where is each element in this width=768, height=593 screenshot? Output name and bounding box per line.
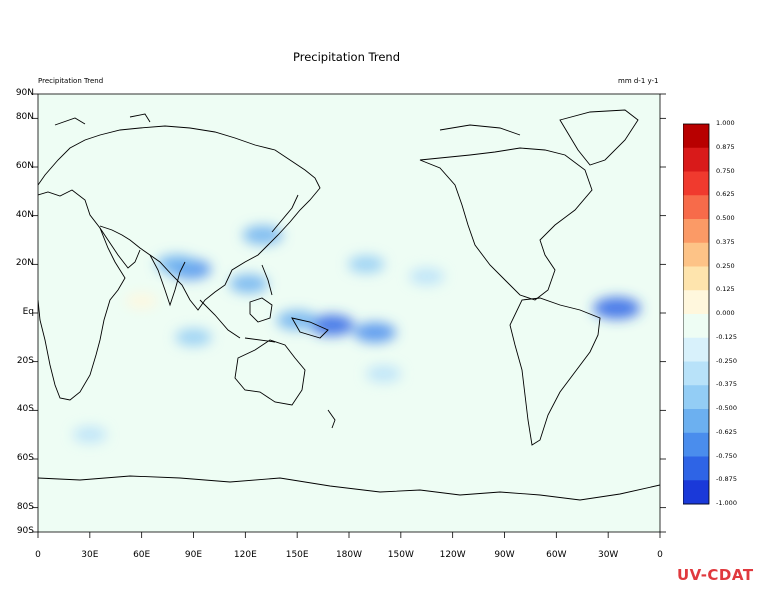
y-tick-label: 20N: [15, 258, 34, 269]
coast-svalbard: [129, 113, 151, 123]
colorbar-segment: [683, 456, 709, 481]
colorbar-segment: [683, 385, 709, 410]
coast-south-america: [509, 297, 601, 446]
colorbar-tick-label: 0.625: [716, 190, 735, 199]
field-anomaly: [365, 365, 402, 383]
field-anomaly: [175, 328, 212, 347]
colorbar-tick-label: 1.000: [716, 119, 735, 127]
colorbar-tick-label: -0.875: [716, 475, 737, 484]
colorbar-tick-label: 0.250: [716, 261, 735, 270]
coast-arabia: [99, 227, 141, 269]
colorbar-tick-label: 0.375: [716, 237, 735, 246]
coast-sumatra: [199, 299, 241, 339]
coast-newzealand: [327, 409, 336, 429]
coast-philippines: [261, 264, 273, 296]
colorbar-segment: [683, 171, 709, 196]
x-tick-label: 0: [657, 550, 663, 560]
colorbar-tick-label: 0.000: [716, 309, 735, 317]
y-tick-label: 20S: [16, 355, 34, 366]
coast-eurasia: [38, 125, 321, 311]
field-anomaly: [72, 426, 107, 443]
y-tick-label: 90S: [16, 526, 34, 536]
colorbar-segment: [683, 409, 709, 434]
map-background: [38, 94, 660, 532]
colorbar-segment: [683, 242, 709, 267]
colorbar-tick-label: -0.375: [716, 380, 737, 389]
x-tick-label: 0: [35, 550, 41, 560]
colorbar-segment: [683, 337, 709, 362]
colorbar-segment: [683, 147, 709, 172]
colorbar-segment: [683, 219, 709, 244]
colorbar: [683, 123, 710, 505]
colorbar-tick-label: -0.125: [716, 332, 737, 341]
colorbar-segment: [683, 290, 709, 315]
x-tick-label: 180W: [335, 550, 363, 560]
x-tick-label: 150W: [387, 550, 414, 560]
logo-text: UV-CDAT: [677, 566, 754, 584]
coast-newguinea: [291, 317, 329, 339]
y-tick-label: 60N: [15, 161, 34, 171]
y-tick-label: 80N: [15, 112, 34, 123]
coast-north-america: [419, 147, 593, 301]
colorbar-tick-label: -0.500: [716, 404, 737, 412]
field-anomaly: [409, 268, 445, 285]
colorbar-tick-label: -0.625: [716, 427, 737, 436]
x-tick-label: 90W: [494, 550, 515, 560]
coast-canadian-arctic: [439, 124, 521, 136]
x-tick-label: 60E: [133, 550, 151, 560]
coast-antarctica: [38, 475, 660, 501]
colorbar-tick-label: 0.750: [716, 166, 735, 175]
coast-greenland: [559, 109, 639, 166]
colorbar-tick-label: 0.875: [716, 142, 735, 151]
x-tick-label: 60W: [546, 550, 567, 560]
colorbar-segment: [683, 361, 709, 386]
coast-arctic-islands: [54, 117, 86, 126]
x-tick-label: 30W: [597, 550, 619, 560]
uvcdat-logo: UV-CDAT: [677, 566, 754, 584]
y-tick-label: 80S: [16, 501, 34, 512]
y-tick-label: 90N: [15, 88, 34, 98]
x-tick-label: 90E: [184, 550, 203, 560]
field-anomaly: [242, 225, 283, 245]
colorbar-segment: [683, 124, 709, 149]
colorbar-segment: [683, 195, 709, 220]
coast-borneo: [249, 297, 273, 323]
units-label: mm d-1 y-1: [618, 77, 659, 85]
y-tick-label: 40N: [15, 209, 34, 220]
axis-tick-marks: [32, 93, 666, 538]
field-anomaly: [276, 310, 318, 331]
x-tick-label: 120W: [439, 550, 466, 560]
coast-japan: [271, 194, 299, 233]
field-anomaly: [125, 293, 158, 309]
y-tick-label: 40S: [16, 404, 34, 415]
coastlines: [38, 109, 660, 501]
field-anomaly: [353, 322, 397, 343]
field-anomaly: [348, 255, 385, 274]
coast-india: [149, 254, 186, 307]
colorbar-tick-label: -0.750: [716, 451, 737, 460]
field-anomaly: [593, 297, 641, 320]
colorbar-segment: [683, 480, 709, 505]
coast-java: [244, 337, 276, 343]
colorbar-segment: [683, 432, 709, 457]
coast-africa: [38, 189, 126, 401]
colorbar-frame: [683, 123, 710, 505]
y-tick-label: Eq: [22, 307, 34, 317]
field-anomaly: [309, 314, 355, 336]
colorbar-tick-label: 0.125: [716, 285, 735, 294]
chart-title: Precipitation Trend: [293, 50, 401, 64]
coast-australia: [234, 339, 306, 406]
colorbar-tick-label: 0.500: [716, 214, 735, 222]
colorbar-tick-label: -1.000: [716, 499, 737, 507]
colorbar-segment: [683, 266, 709, 291]
y-tick-label: 60S: [16, 453, 34, 463]
field-anomaly: [229, 274, 269, 294]
left-subtitle: Precipitation Trend: [38, 77, 104, 85]
x-tick-label: 150E: [285, 550, 309, 560]
x-tick-label: 30E: [81, 550, 99, 560]
colorbar-segment: [683, 314, 709, 339]
colorbar-tick-label: -0.250: [716, 356, 737, 365]
x-tick-label: 120E: [233, 550, 257, 560]
